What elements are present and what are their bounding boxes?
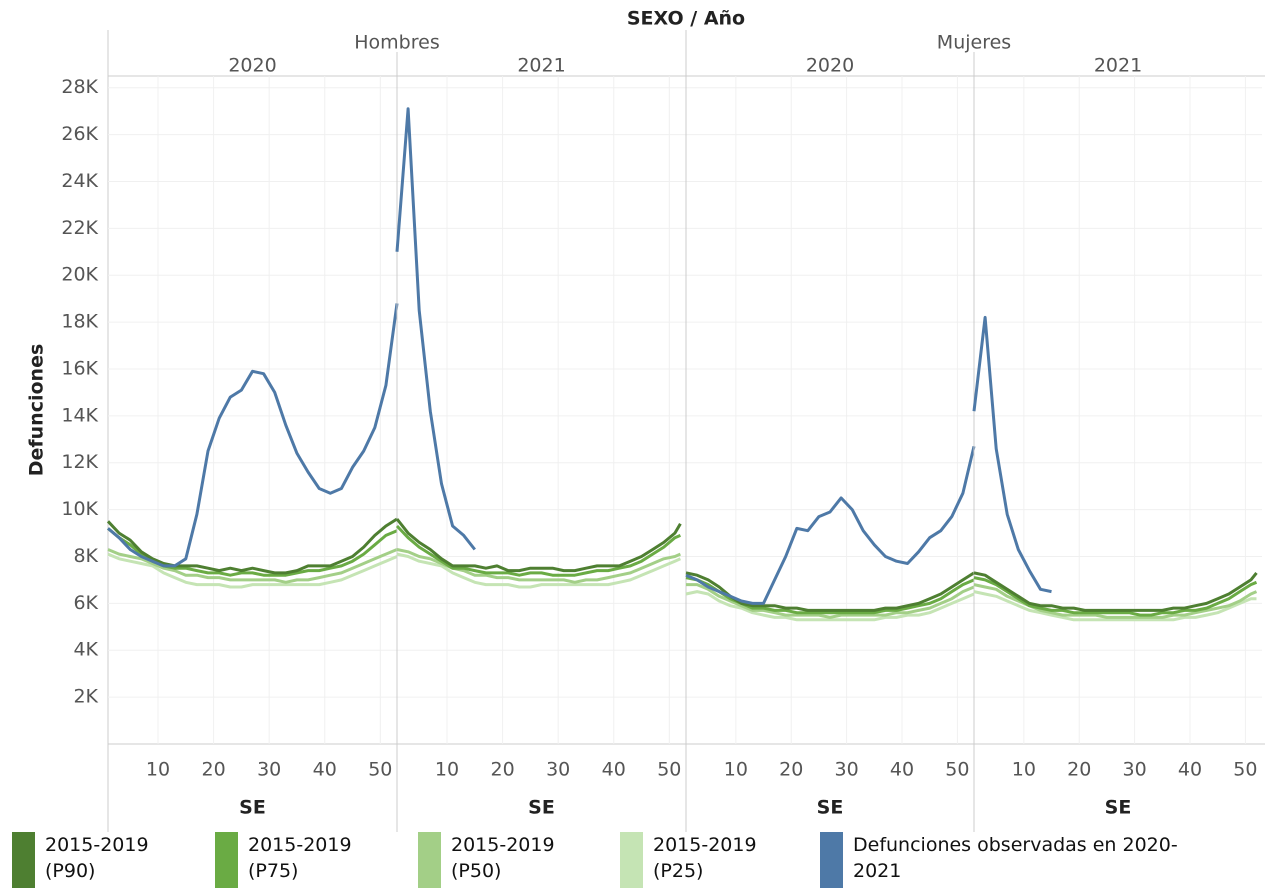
legend-item: Defunciones observadas en 2020-2021 [820,832,1223,888]
y-tick-label: 8K [73,545,98,567]
y-tick-label: 20K [61,264,98,286]
y-tick-label: 16K [61,357,98,379]
group-label: Hombres [354,32,439,54]
y-tick-label: 24K [61,170,98,192]
x-tick-label: 30 [1123,759,1147,781]
legend-label: 2015-2019 (P25) [653,834,757,882]
x-tick-label: 20 [1067,759,1091,781]
percentile-line [685,590,975,622]
year-label: 2021 [517,55,565,77]
x-tick-label: 10 [146,759,170,781]
year-label: 2020 [806,55,854,77]
percentile-line [107,552,398,589]
y-tick-label: 12K [61,451,98,473]
x-tick-label: 30 [546,759,570,781]
x-tick-label: 30 [835,759,859,781]
legend-swatch [12,832,35,888]
year-label: 2021 [1094,55,1142,77]
percentile-line [973,590,1257,622]
legend-item: 2015-2019 (P50) [418,832,601,888]
observed-line [395,107,476,551]
x-tick-label: 30 [257,759,281,781]
x-tick-label: 40 [890,759,914,781]
legend-swatch [620,832,643,888]
x-tick-label: 20 [202,759,226,781]
x-tick-label: 40 [602,759,626,781]
observed-line [972,315,1052,594]
percentile-line [686,583,975,619]
x-tick-label: 40 [1178,759,1202,781]
y-tick-label: 18K [61,311,98,333]
y-tick-label: 2K [73,686,98,708]
legend-swatch [215,832,238,888]
y-tick-label: 14K [61,404,98,426]
x-tick-label: 50 [945,759,969,781]
percentile-line [973,571,1258,612]
x-axis-title: SE [817,797,844,819]
y-tick-label: 22K [61,217,98,239]
x-axis-title: SE [528,797,555,819]
y-tick-label: 4K [73,639,98,661]
x-axis-title: SE [1105,797,1132,819]
year-label: 2020 [228,55,276,77]
x-tick-label: 20 [779,759,803,781]
legend-label: 2015-2019 (P75) [248,834,352,882]
legend-swatch [418,832,441,888]
legend-label: 2015-2019 (P90) [45,834,149,882]
legend-swatch [820,832,843,888]
legend-label: 2015-2019 (P50) [451,834,555,882]
percentile-line [395,524,681,577]
legend-item: 2015-2019 (P90) [12,832,195,888]
x-tick-label: 10 [1012,759,1036,781]
x-axis-title: SE [239,797,266,819]
observed-line [107,303,399,568]
x-tick-label: 50 [1233,759,1257,781]
x-tick-label: 10 [724,759,748,781]
legend: 2015-2019 (P90) 2015-2019 (P75) 2015-2019 … [0,832,1273,888]
chart: SEXO / Año Defunciones 2K 4K 6K 8K 10K 12K 14K… [26,8,1265,832]
y-axis-title: Defunciones [26,344,48,477]
group-label: Mujeres [937,32,1011,54]
y-tick-label: 10K [61,498,98,520]
observed-line [685,445,976,605]
x-tick-label: 50 [368,759,392,781]
x-tick-label: 50 [657,759,681,781]
x-tick-label: 20 [491,759,515,781]
x-tick-label: 40 [313,759,337,781]
percentile-line [973,576,1258,617]
percentile-line [395,518,682,573]
y-tick-label: 6K [73,592,98,614]
y-tick-label: 28K [61,76,98,98]
percentile-line [106,517,398,575]
legend-item: 2015-2019 (P75) [215,832,398,888]
x-tick-label: 10 [435,759,459,781]
legend-item: 2015-2019 (P25) [620,832,803,888]
legend-label: Defunciones observadas en 2020-2021 [853,834,1178,882]
percentile-line [396,552,681,589]
y-tick-label: 26K [61,123,98,145]
chart-title: SEXO / Año [627,8,745,30]
percentile-line [107,548,398,584]
